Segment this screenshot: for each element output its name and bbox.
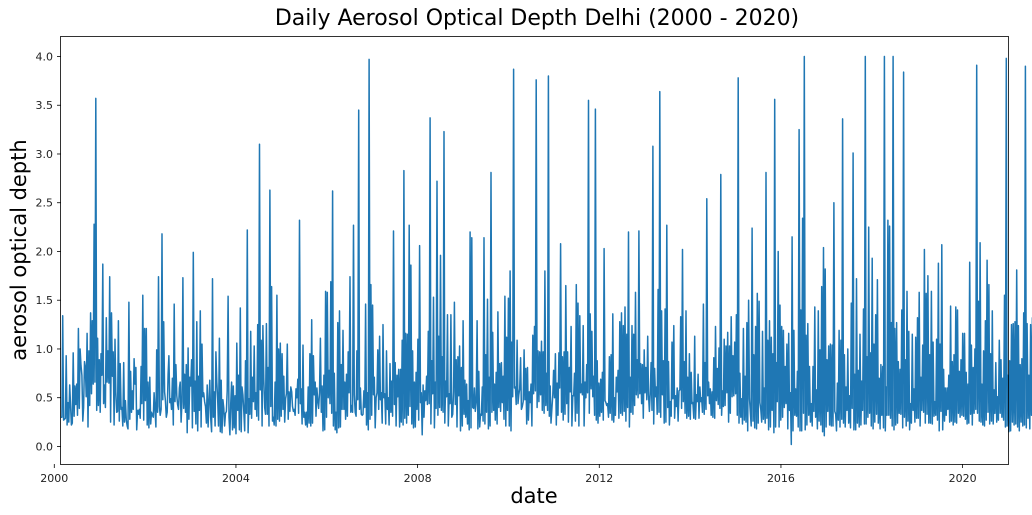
chart-title: Daily Aerosol Optical Depth Delhi (2000 …: [275, 6, 799, 31]
y-tick-label: 1.0: [36, 343, 54, 356]
y-tick-label: 0.5: [36, 392, 54, 405]
y-tick-label: 3.5: [36, 99, 54, 112]
x-tick-label: 2016: [767, 472, 795, 485]
plot-frame: [60, 36, 1009, 465]
x-tick-label: 2008: [404, 472, 432, 485]
aod-series-line: [61, 55, 1032, 446]
y-tick-label: 1.5: [36, 294, 54, 307]
y-axis-label: aerosol optical depth: [7, 139, 31, 360]
y-tick-label: 0.0: [36, 440, 54, 453]
y-tick-label: 3.0: [36, 148, 54, 161]
x-tick-label: 2012: [585, 472, 613, 485]
y-tick-label: 2.0: [36, 245, 54, 258]
y-tick-label: 4.0: [36, 50, 54, 63]
x-tick-label: 2020: [949, 472, 977, 485]
x-axis-label: date: [510, 484, 557, 508]
tick-group: 0.0 0.5 1.0 1.5 2.0 2.5 3.0 3.5 4.0 2000 2004 2008 2…: [36, 50, 977, 485]
x-tick-label: 2000: [40, 472, 68, 485]
x-tick-label: 2004: [222, 472, 250, 485]
y-tick-label: 2.5: [36, 197, 54, 210]
series-group: [61, 55, 1032, 446]
